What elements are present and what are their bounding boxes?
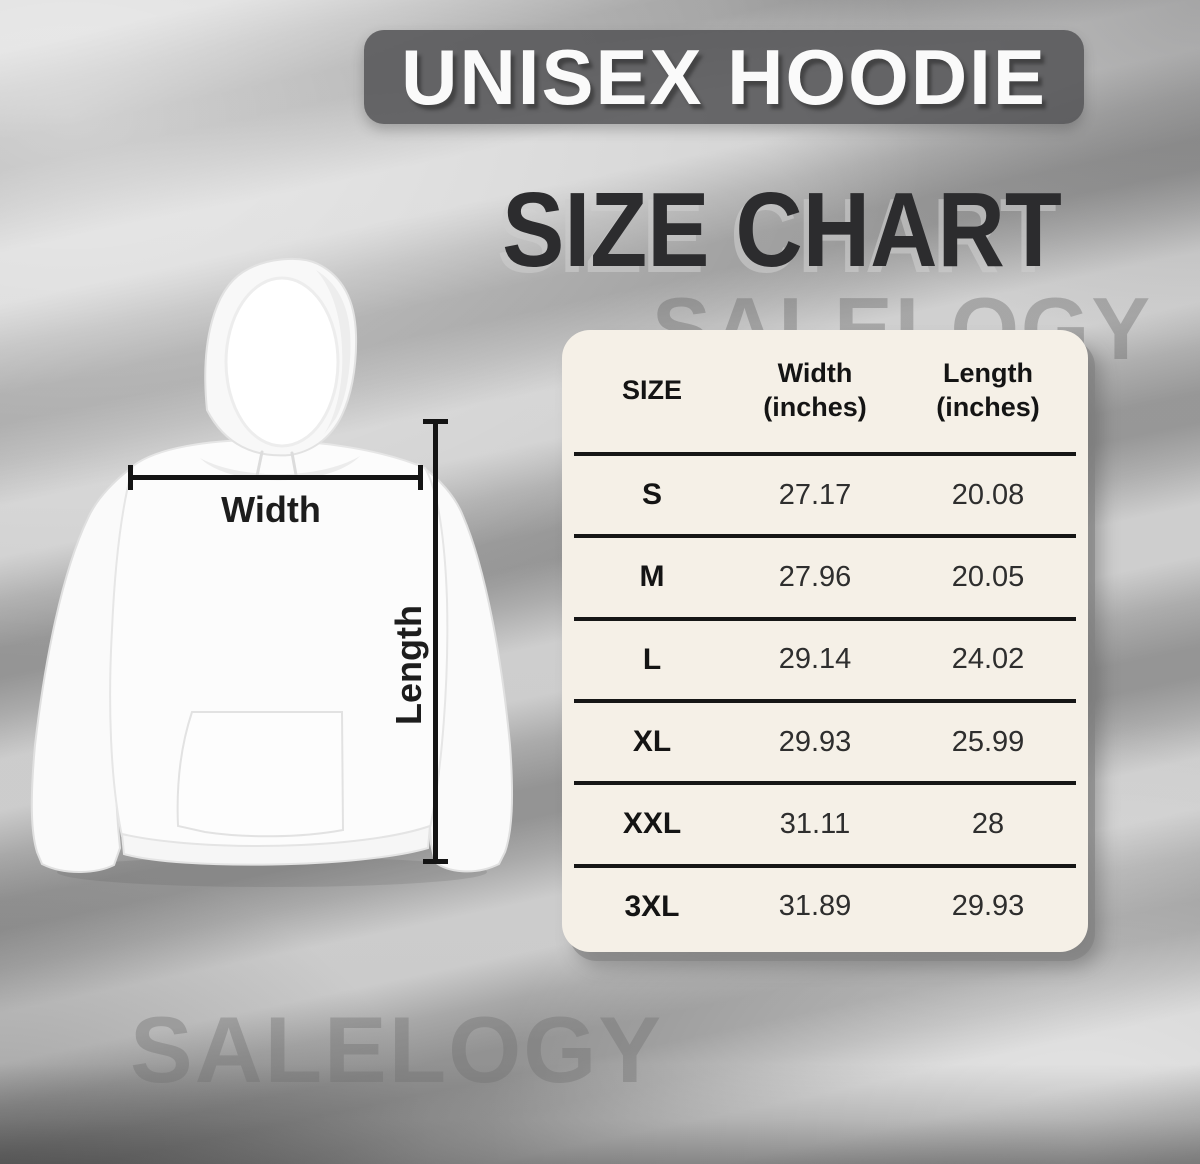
cell-length-inches: 24.02 bbox=[951, 643, 1025, 676]
size-table-card: SIZE Width (inches) Length (inches) S 27.… bbox=[562, 330, 1088, 952]
width-line-left-cap bbox=[128, 465, 133, 490]
page-title: SIZE CHART bbox=[502, 171, 1062, 289]
table-row: M 27.96 20.05 bbox=[574, 534, 1076, 616]
title-banner: UNISEX HOODIE bbox=[364, 30, 1084, 124]
cell-width-inches: 27.96 bbox=[778, 560, 852, 593]
cell-length-inches: 28 bbox=[971, 807, 1005, 840]
length-line-bottom-cap bbox=[423, 859, 448, 864]
table-header-row: SIZE Width (inches) Length (inches) bbox=[574, 330, 1076, 456]
table-row: 3XL 31.89 29.93 bbox=[574, 863, 1076, 946]
table-row: XXL 31.11 28 bbox=[574, 781, 1076, 863]
width-label: Width bbox=[221, 489, 321, 530]
column-header-width-line1: Width bbox=[777, 358, 853, 389]
table-row: S 27.17 20.08 bbox=[574, 456, 1076, 534]
table-body: S 27.17 20.08 M 27.96 20.05 L 29.14 24.02 XL 29.93… bbox=[574, 456, 1076, 946]
hoodie-neck-shadow bbox=[200, 456, 360, 481]
column-header-width: Width (inches) bbox=[730, 357, 900, 425]
table-row: XL 29.93 25.99 bbox=[574, 698, 1076, 781]
cell-width-inches: 31.11 bbox=[779, 807, 851, 840]
hood-opening bbox=[224, 276, 340, 448]
cell-width-inches: 29.93 bbox=[778, 725, 852, 758]
hood-drawstring bbox=[255, 450, 298, 478]
column-header-size: SIZE bbox=[574, 374, 730, 408]
cell-size: M bbox=[639, 560, 665, 594]
cell-size: XL bbox=[632, 725, 672, 759]
cell-width-inches: 27.17 bbox=[778, 478, 852, 511]
column-header-width-line2: (inches) bbox=[763, 392, 867, 422]
banner-title: UNISEX HOODIE bbox=[401, 32, 1047, 121]
hoodie-ground-shadow bbox=[57, 857, 487, 887]
width-measure-line bbox=[128, 465, 423, 490]
cell-size: 3XL bbox=[624, 889, 680, 923]
column-header-length-line1: Length bbox=[943, 358, 1033, 389]
cell-size: L bbox=[642, 642, 662, 676]
cell-length-inches: 20.05 bbox=[951, 560, 1025, 593]
cell-length-inches: 20.08 bbox=[951, 478, 1025, 511]
column-header-size-line1: SIZE bbox=[621, 375, 682, 406]
table-row: L 29.14 24.02 bbox=[574, 616, 1076, 699]
hoodie-photo bbox=[30, 257, 514, 887]
length-label: Length bbox=[388, 605, 429, 725]
hood-rim-fold bbox=[316, 270, 351, 440]
cell-width-inches: 31.89 bbox=[778, 890, 852, 923]
length-measure-line bbox=[423, 419, 448, 864]
cell-width-inches: 29.14 bbox=[778, 643, 852, 676]
hoodie-pocket bbox=[176, 711, 345, 838]
cell-size: S bbox=[641, 478, 662, 512]
hoodie-hem-band bbox=[120, 824, 432, 866]
watermark-bottom: SALELOGY bbox=[130, 997, 664, 1102]
cell-length-inches: 25.99 bbox=[951, 725, 1025, 758]
column-header-length: Length (inches) bbox=[900, 357, 1076, 425]
cell-size: XXL bbox=[622, 807, 682, 841]
length-line-top-cap bbox=[423, 419, 448, 424]
column-header-length-line2: (inches) bbox=[936, 392, 1040, 422]
cell-length-inches: 29.93 bbox=[951, 890, 1025, 923]
width-line-right-cap bbox=[418, 465, 423, 490]
